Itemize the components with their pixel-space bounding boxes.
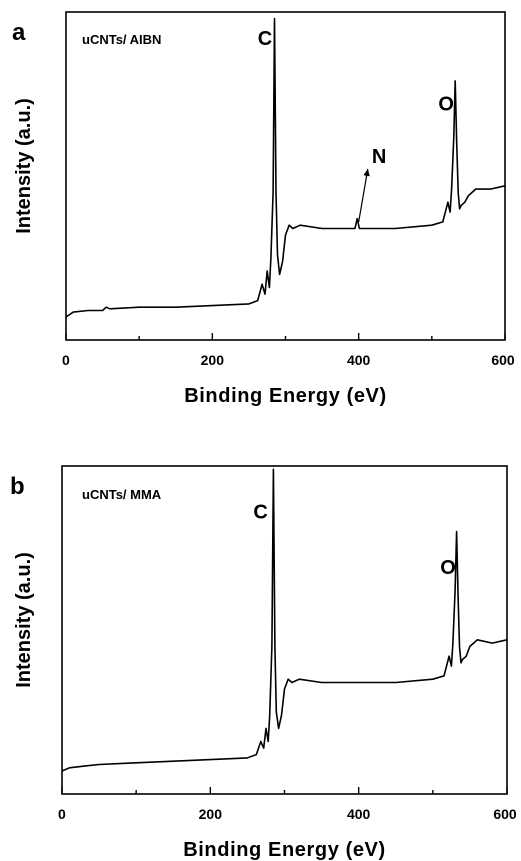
panel-b-panel-letter: b xyxy=(10,473,25,500)
panel-b-peak-label-C: C xyxy=(253,501,267,523)
panel-a-spectrum-line-0 xyxy=(65,17,506,318)
panel-a-plot-frame xyxy=(65,11,506,341)
panel-a-x-tick-label-400: 400 xyxy=(347,352,371,368)
panel-b-sample-label: uCNTs/ MMA xyxy=(82,487,162,502)
panel-a-sample-label: uCNTs/ AIBN xyxy=(82,32,161,47)
panel-a-peak-label-N: N xyxy=(372,146,386,168)
panel-b-x-tick-label-600: 600 xyxy=(493,806,517,822)
panel-b-x-tick-label-0: 0 xyxy=(58,806,66,822)
panel-b-y-axis-label: Intensity (a.u.) xyxy=(13,552,35,688)
panel-b-x-tick-label-200: 200 xyxy=(199,806,223,822)
panel-a-x-axis-label: Binding Energy (eV) xyxy=(184,385,387,407)
panel-a-panel-letter: a xyxy=(12,19,26,46)
panel-a-y-axis-label: Intensity (a.u.) xyxy=(13,98,35,234)
panel-b-x-axis-label: Binding Energy (eV) xyxy=(183,839,386,861)
panel-a-arrowhead-N xyxy=(363,168,370,177)
panel-b-plot-frame xyxy=(61,465,508,795)
panel-a-x-tick-label-0: 0 xyxy=(62,352,70,368)
panel-a-arrow-N xyxy=(358,168,369,223)
panel-b-x-tick-label-400: 400 xyxy=(347,806,371,822)
panel-b-peak-label-O: O xyxy=(440,557,456,579)
panel-a-peak-label-C: C xyxy=(258,28,272,50)
panel-b-spectrum-line-0 xyxy=(61,468,508,772)
panel-a-x-tick-label-600: 600 xyxy=(491,352,515,368)
panel-a-peak-label-O: O xyxy=(438,93,454,115)
panel-a-x-tick-label-200: 200 xyxy=(201,352,225,368)
